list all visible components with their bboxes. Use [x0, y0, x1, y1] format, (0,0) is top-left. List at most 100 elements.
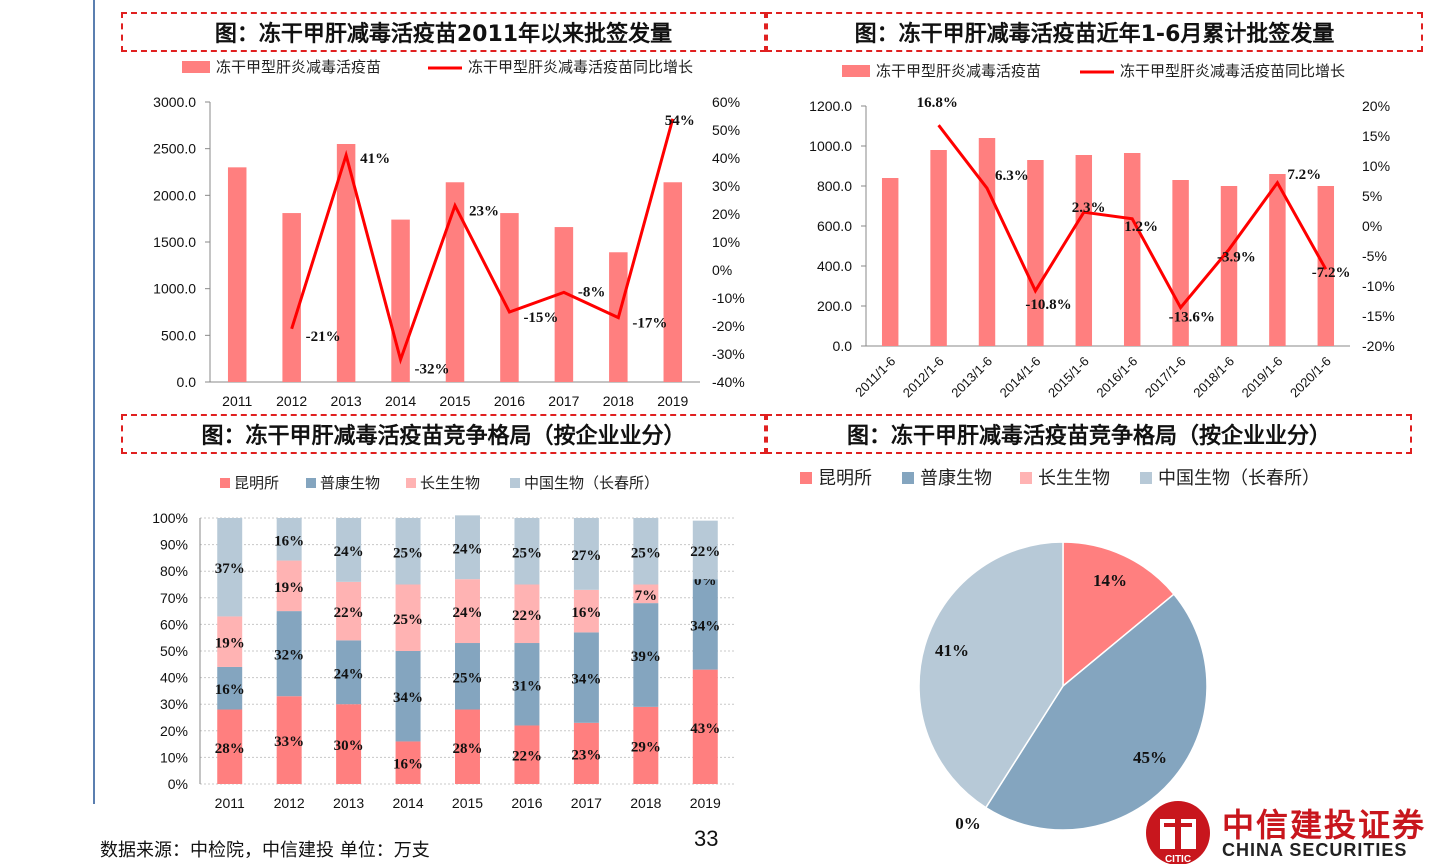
segment-data-label: 28% — [453, 741, 483, 757]
stack-segment — [573, 632, 599, 723]
stack-segment — [217, 518, 243, 617]
segment-data-label: 25% — [393, 612, 423, 628]
logo-en-text: CHINA SECURITIES — [1222, 840, 1408, 860]
y-tick-label: 90% — [160, 537, 188, 553]
segment-data-label: 25% — [631, 545, 661, 561]
y-tick-label: 50% — [160, 643, 188, 659]
segment-data-label: 19% — [215, 636, 245, 652]
left-rule — [93, 0, 95, 804]
y-tick-label: 60% — [160, 616, 188, 632]
pie-data-label: 14% — [1093, 571, 1127, 590]
legend-label: 普康生物 — [320, 475, 380, 492]
y2-tick-label: -20% — [1362, 338, 1395, 354]
segment-data-label: 24% — [334, 544, 364, 560]
stack-segment — [514, 725, 540, 784]
x-tick-label: 2012/1-6 — [900, 354, 947, 401]
stack-segment — [633, 518, 659, 585]
x-tick-label: 2019 — [690, 795, 721, 811]
growth-data-label: -13.6% — [1169, 310, 1215, 326]
x-tick-label: 2016 — [494, 393, 525, 409]
y2-tick-label: 0% — [712, 262, 732, 278]
y-tick-label: 400.0 — [817, 258, 852, 274]
chart1-svg: 冻干甲型肝炎减毒活疫苗 冻干甲型肝炎减毒活疫苗同比增长 0.0 500.0 1000.0… — [153, 58, 745, 409]
segment-data-label: 24% — [453, 541, 483, 557]
growth-data-label: 7.2% — [1287, 167, 1321, 183]
chart2-svg: 冻干甲型肝炎减毒活疫苗 冻干甲型肝炎减毒活疫苗同比增长 0.0 200.0 400.0 6… — [809, 62, 1395, 401]
segment-data-label: 39% — [631, 649, 661, 665]
y2-tick-label: -30% — [712, 346, 745, 362]
y-tick-label: 3000.0 — [153, 94, 196, 110]
y-tick-label: 1500.0 — [153, 234, 196, 250]
legend-swatch-bar — [182, 61, 210, 73]
stack-segment — [514, 518, 540, 585]
y2-tick-label: 20% — [712, 206, 740, 222]
stack-segment — [276, 611, 302, 697]
segment-data-label: 25% — [453, 670, 483, 686]
y2-tick-label: 15% — [1362, 128, 1390, 144]
stack-segment — [514, 584, 540, 644]
segment-data-label: 16% — [215, 682, 245, 698]
segment-data-label: 34% — [571, 672, 601, 688]
x-tick-label: 2015/1-6 — [1045, 354, 1092, 401]
pie-data-label: 0% — [955, 814, 981, 833]
y2-tick-label: 30% — [712, 178, 740, 194]
x-tick-label: 2012 — [276, 393, 307, 409]
y-tick-label: 70% — [160, 590, 188, 606]
y-tick-label: 600.0 — [817, 218, 852, 234]
stack-segment — [455, 515, 480, 580]
y2-tick-label: 0% — [1362, 218, 1382, 234]
x-tick-label: 2014 — [385, 393, 416, 409]
y-tick-label: 10% — [160, 749, 188, 765]
y-tick-label: 100% — [152, 510, 188, 526]
y-tick-label: 40% — [160, 670, 188, 686]
y-tick-label: 1000.0 — [153, 281, 196, 297]
stack-segment — [692, 579, 718, 670]
x-tick-label: 2017 — [548, 393, 579, 409]
y2-tick-label: -10% — [712, 290, 745, 306]
segment-data-label: 22% — [512, 749, 542, 765]
y2-tick-label: 10% — [712, 234, 740, 250]
segment-data-label: 32% — [274, 648, 304, 664]
y-tick-label: 500.0 — [161, 327, 196, 343]
bar — [978, 138, 996, 346]
stack-segment — [455, 579, 480, 644]
legend-label: 长生生物 — [420, 475, 480, 492]
y2-tick-label: -40% — [712, 374, 745, 390]
stack-segment — [633, 603, 659, 707]
source-note: 数据来源：中检院，中信建投 单位：万支 — [100, 840, 430, 861]
legend-swatch — [1140, 472, 1152, 484]
y-tick-label: 1200.0 — [809, 98, 852, 114]
legend-swatch — [800, 472, 812, 484]
bar — [1123, 153, 1141, 346]
y-tick-label: 200.0 — [817, 298, 852, 314]
y-tick-label: 30% — [160, 696, 188, 712]
bar — [1027, 160, 1044, 346]
legend-label: 中国生物（长春所） — [1158, 468, 1320, 488]
stack-segment — [692, 669, 718, 784]
x-tick-label: 2017/1-6 — [1142, 354, 1189, 401]
growth-data-label: -10.8% — [1025, 297, 1071, 313]
x-tick-label: 2015 — [439, 393, 470, 409]
segment-data-label: 22% — [512, 608, 542, 624]
bar — [500, 213, 519, 382]
stack-segment — [336, 581, 362, 641]
segment-data-label: 19% — [274, 580, 304, 596]
y-tick-label: 0.0 — [833, 338, 853, 354]
legend-swatch — [902, 472, 914, 484]
chart2-title: 图：冻干甲肝减毒活疫苗近年1-6月累计批签发量 — [766, 12, 1423, 52]
y2-tick-label: -5% — [1362, 248, 1387, 264]
segment-data-label: 25% — [393, 545, 423, 561]
stack-segment — [276, 560, 302, 612]
stack-segment — [336, 640, 362, 705]
segment-data-label: 43% — [690, 721, 720, 737]
chart4-title: 图：冻干甲肝减毒活疫苗竞争格局（按企业业分） — [766, 414, 1412, 454]
x-tick-label: 2017 — [571, 795, 602, 811]
stack-segment — [217, 666, 243, 710]
y-tick-label: 2500.0 — [153, 141, 196, 157]
x-tick-label: 2018 — [630, 795, 661, 811]
growth-data-label: -8% — [578, 284, 606, 300]
legend-swatch — [1020, 472, 1032, 484]
legend-swatch — [306, 478, 316, 488]
growth-data-label: -21% — [306, 329, 341, 345]
bar — [663, 182, 683, 382]
